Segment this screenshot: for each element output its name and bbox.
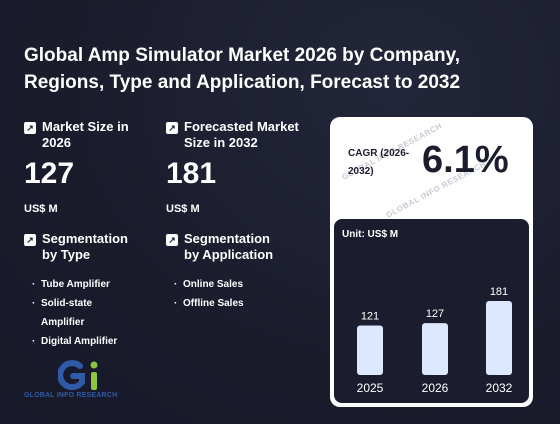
forecast-size-block: ↗ Forecasted Market Size in 2032 181 US$…: [166, 119, 316, 215]
segment-type-label: Segmentation by Type: [42, 231, 128, 262]
category-label: 2032: [486, 381, 513, 395]
bar-2032: [486, 301, 512, 375]
data-label: 121: [361, 311, 379, 323]
bar-chart-svg: 121 2025 127 2026 181 2032: [357, 286, 513, 395]
market-size-block: ↗ Market Size in 2026 127 US$ M: [24, 119, 154, 215]
forecast-size-label: Forecasted Market Size in 2032: [184, 119, 299, 150]
cagr-card: GLOBAL INFO RESEARCH GLOBAL INFO RESEARC…: [330, 117, 533, 407]
logo: GLOBAL INFO RESEARCH: [24, 360, 144, 408]
segment-app-block: ↗ Segmentation by Application Online Sal…: [166, 231, 306, 313]
category-label: 2026: [422, 381, 449, 395]
market-size-unit: US$ M: [24, 203, 58, 215]
cagr-value: 6.1%: [422, 139, 509, 181]
arrow-icon: ↗: [24, 122, 36, 134]
list-item: Digital Amplifier: [32, 332, 154, 351]
logo-icon: [58, 360, 98, 391]
arrow-icon: ↗: [166, 234, 178, 246]
cagr-label: CAGR (2026-2032): [348, 148, 410, 177]
data-label: 181: [490, 286, 508, 298]
list-item: Offline Sales: [174, 294, 306, 313]
segment-type-block: ↗ Segmentation by Type Tube Amplifier So…: [24, 231, 154, 351]
forecast-size-value: 181: [166, 157, 217, 190]
list-item: Online Sales: [174, 275, 306, 294]
market-size-label: Market Size in 2026: [42, 119, 129, 150]
segment-app-list: Online Sales Offline Sales: [174, 275, 306, 313]
segment-type-list: Tube Amplifier Solid-state Amplifier Dig…: [32, 275, 154, 351]
arrow-icon: ↗: [24, 234, 36, 246]
arrow-icon: ↗: [166, 122, 178, 134]
bar-2026: [422, 323, 448, 375]
page-title: Global Amp Simulator Market 2026 by Comp…: [24, 45, 461, 93]
market-size-value: 127: [24, 157, 75, 190]
chart-unit-label: Unit: US$ M: [342, 229, 399, 240]
forecast-size-unit: US$ M: [166, 203, 200, 215]
list-item: Solid-state Amplifier: [32, 294, 112, 332]
segment-app-label: Segmentation by Application: [184, 231, 274, 262]
list-item: Tube Amplifier: [32, 275, 154, 294]
category-label: 2025: [357, 381, 384, 395]
logo-text: GLOBAL INFO RESEARCH: [24, 392, 118, 399]
data-label: 127: [426, 308, 444, 320]
bar-chart: Unit: US$ M 121 2025 127 2026 181 2032: [334, 219, 529, 403]
bar-2025: [357, 325, 383, 375]
